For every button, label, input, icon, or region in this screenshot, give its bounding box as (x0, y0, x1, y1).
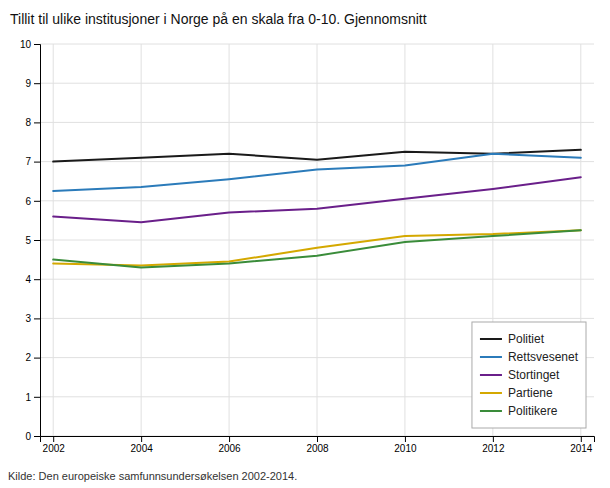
legend-label: Politikere (508, 404, 558, 418)
y-tick-label: 8 (25, 117, 31, 128)
y-tick-mark (34, 122, 40, 123)
y-tick: 7 (25, 156, 40, 167)
legend-label: Partiene (508, 386, 553, 400)
y-tick-mark (34, 358, 40, 359)
grid-line-y (40, 122, 594, 123)
x-tick-label: 2004 (131, 443, 154, 454)
y-tick-label: 4 (25, 274, 31, 285)
x-tick-label: 2006 (218, 443, 241, 454)
legend-label: Politiet (508, 332, 545, 346)
x-tick-label: 2010 (394, 443, 417, 454)
x-tick: 2014 (570, 436, 593, 454)
grid-line-y (40, 83, 594, 84)
y-tick-mark (34, 201, 40, 202)
plot: 2002 2004 2006 2008 2010 2012 2014 0 1 2 3 4 5 6 7 8 9 10… (20, 39, 595, 454)
y-tick: 10 (20, 39, 40, 50)
x-axis: 2002 2004 2006 2008 2010 2012 2014 (41, 436, 595, 454)
series-line (53, 177, 581, 222)
grid-line-y (40, 44, 594, 45)
y-tick: 0 (25, 431, 40, 442)
x-tick-label: 2014 (570, 443, 593, 454)
y-tick-mark (34, 436, 40, 437)
y-tick-mark (34, 44, 40, 45)
x-tick-mark (581, 436, 582, 442)
legend-swatch (480, 374, 502, 376)
x-tick-mark (229, 436, 230, 442)
y-tick-mark (34, 240, 40, 241)
y-tick-label: 1 (25, 392, 31, 403)
grid-line-y (40, 279, 594, 280)
y-tick-label: 9 (25, 78, 31, 89)
grid-line-y (40, 240, 594, 241)
series-line (53, 150, 581, 162)
y-tick-mark (34, 318, 40, 319)
x-tick-mark (141, 436, 142, 442)
grid-line-y (40, 200, 594, 201)
y-tick: 8 (25, 117, 40, 128)
x-tick-mark (405, 436, 406, 442)
y-tick-mark (34, 279, 40, 280)
y-tick: 6 (25, 196, 40, 207)
x-tick: 2006 (218, 436, 241, 454)
grid (40, 44, 594, 436)
legend-item: Politikere (480, 404, 558, 418)
y-tick-label: 7 (25, 156, 31, 167)
x-tick-mark (53, 436, 54, 442)
legend-swatch (480, 338, 502, 340)
y-axis-line (34, 45, 41, 437)
grid-line-y (40, 318, 594, 319)
y-tick-mark (34, 397, 40, 398)
legend: Politiet Rettsvesenet Stortinget Partiene Po… (472, 322, 586, 428)
x-tick-mark (317, 436, 318, 442)
x-tick: 2002 (43, 436, 66, 454)
x-tick-label: 2012 (482, 443, 505, 454)
legend-swatch (480, 410, 502, 412)
x-tick: 2012 (482, 436, 505, 454)
x-tick: 2008 (306, 436, 329, 454)
x-tick-label: 2002 (43, 443, 66, 454)
series-line (53, 230, 581, 267)
series-line (53, 154, 581, 191)
chart: Tillit til ulike institusjoner i Norge p… (0, 0, 610, 488)
x-tick-mark (493, 436, 494, 442)
legend-swatch (480, 392, 502, 394)
legend-label: Rettsvesenet (508, 350, 579, 364)
legend-label: Stortinget (508, 368, 560, 382)
y-tick: 4 (25, 274, 40, 285)
y-tick-label: 6 (25, 196, 31, 207)
y-tick-label: 3 (25, 313, 31, 324)
legend-swatch (480, 356, 502, 358)
x-axis-line (41, 437, 595, 443)
y-tick: 9 (25, 78, 40, 89)
y-tick-label: 0 (25, 431, 31, 442)
lines (53, 150, 581, 268)
grid-line-y (40, 161, 594, 162)
legend-item: Partiene (480, 386, 553, 400)
y-tick: 2 (25, 352, 40, 363)
y-tick-label: 5 (25, 235, 31, 246)
y-tick-mark (34, 162, 40, 163)
y-tick: 3 (25, 313, 40, 324)
legend-item: Rettsvesenet (480, 350, 579, 364)
y-tick-label: 10 (20, 39, 32, 50)
y-axis: 0 1 2 3 4 5 6 7 8 9 10 (20, 39, 41, 442)
x-tick: 2004 (131, 436, 154, 454)
legend-item: Stortinget (480, 368, 560, 382)
title: Tillit til ulike institusjoner i Norge p… (10, 11, 427, 27)
legend-item: Politiet (480, 332, 545, 346)
legend-box (472, 322, 586, 428)
x-tick: 2010 (394, 436, 417, 454)
y-tick-mark (34, 83, 40, 84)
y-tick: 1 (25, 392, 40, 403)
x-tick-label: 2008 (306, 443, 329, 454)
y-tick-label: 2 (25, 352, 31, 363)
y-tick: 5 (25, 235, 40, 246)
caption: Kilde: Den europeiske samfunnsundersøkel… (8, 470, 297, 482)
